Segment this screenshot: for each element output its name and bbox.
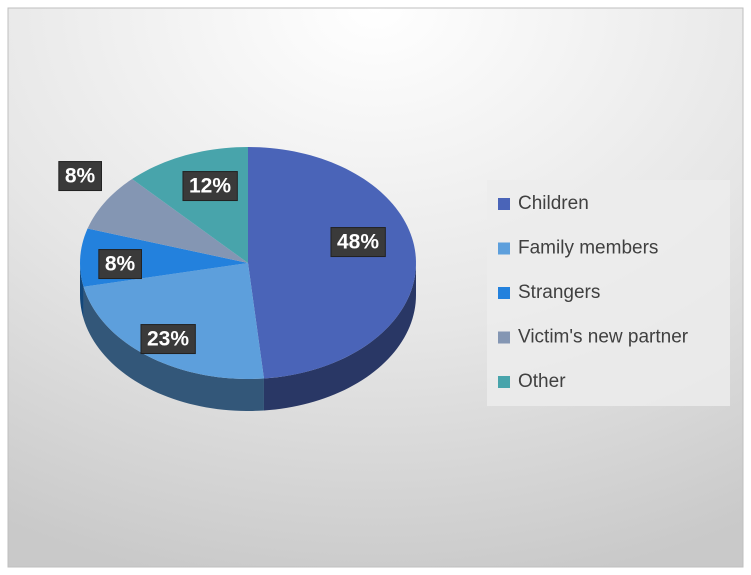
legend-label: Family members bbox=[518, 238, 658, 259]
legend-label: Strangers bbox=[518, 282, 600, 303]
data-label-box bbox=[182, 171, 238, 202]
data-label: 23% bbox=[147, 328, 189, 351]
legend-swatch bbox=[498, 287, 510, 299]
slice bbox=[87, 179, 249, 263]
data-label: 48% bbox=[337, 231, 379, 254]
legend-label: Other bbox=[518, 371, 566, 392]
slice-side bbox=[80, 263, 84, 319]
legend-swatch bbox=[498, 242, 510, 255]
legend-box bbox=[487, 180, 730, 406]
data-label: 12% bbox=[189, 175, 231, 198]
slice bbox=[83, 263, 264, 379]
legend-swatch bbox=[498, 198, 510, 210]
legend-swatch bbox=[498, 376, 510, 388]
slice bbox=[248, 147, 416, 379]
data-label-box bbox=[58, 161, 102, 192]
data-label-box bbox=[330, 227, 386, 258]
data-label: 8% bbox=[65, 165, 96, 188]
legend-label: Children bbox=[518, 193, 589, 214]
slice-side bbox=[263, 263, 416, 411]
legend-label: Victim's new partner bbox=[518, 327, 689, 348]
data-label-box bbox=[98, 249, 142, 280]
data-label: 8% bbox=[105, 253, 136, 276]
legend-swatch bbox=[498, 331, 510, 344]
slice-side bbox=[83, 286, 264, 411]
data-label-box bbox=[140, 324, 196, 355]
